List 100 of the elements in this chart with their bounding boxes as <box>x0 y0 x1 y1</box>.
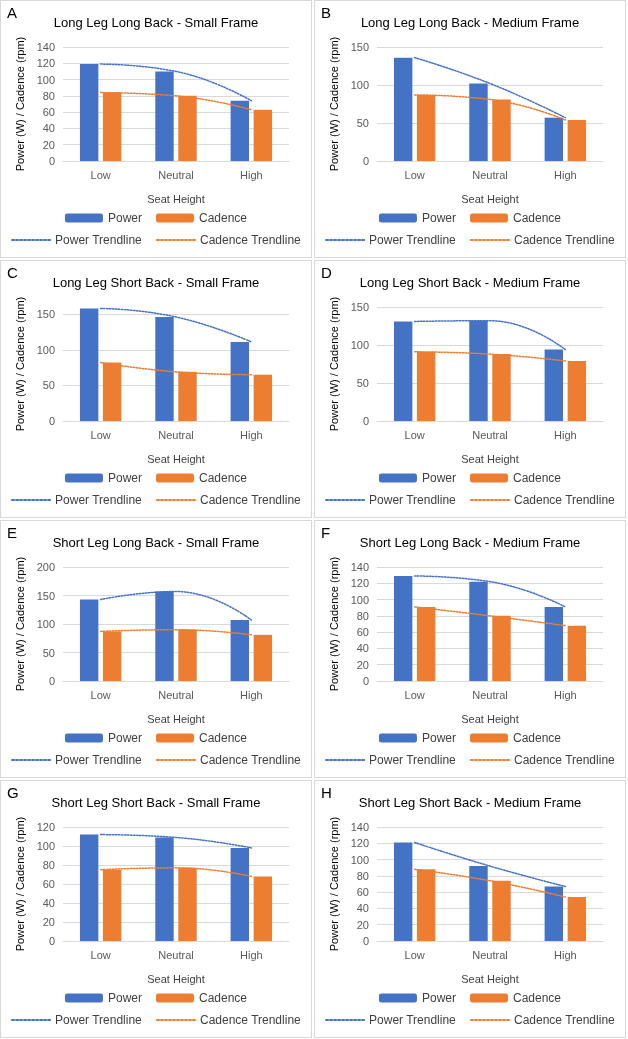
legend-label: Power <box>421 991 456 1005</box>
x-tick-label: Neutral <box>472 948 508 961</box>
x-axis-title: Seat Height <box>461 452 519 465</box>
x-tick-label: Neutral <box>158 688 194 701</box>
y-tick-label: 100 <box>36 73 55 86</box>
x-tick-label: High <box>554 948 577 961</box>
legend-label: Cadence <box>512 211 562 225</box>
bar <box>253 109 273 161</box>
x-tick-label: Neutral <box>158 948 194 961</box>
bar <box>393 321 413 421</box>
chart-title: Short Leg Short Back - Small Frame <box>51 795 261 810</box>
legend-label: Cadence <box>198 991 248 1005</box>
bar <box>393 57 413 161</box>
x-tick-label: Low <box>404 168 425 181</box>
legend-label: Cadence <box>512 991 562 1005</box>
legend-label: Power <box>107 211 142 225</box>
y-axis-title: Power (W) / Cadence (rpm) <box>13 296 26 432</box>
y-tick-label: 40 <box>42 897 55 909</box>
y-tick-label: 40 <box>42 122 55 135</box>
chart-title: Long Leg Long Back - Medium Frame <box>360 15 580 30</box>
y-tick-label: 0 <box>362 415 369 427</box>
legend-label: Cadence Trendline <box>513 493 616 507</box>
y-tick-label: 50 <box>42 646 55 659</box>
legend-label: Power <box>107 991 142 1005</box>
y-tick-label: 20 <box>356 658 369 671</box>
y-tick-label: 0 <box>48 415 55 427</box>
y-tick-label: 140 <box>350 561 369 573</box>
y-tick-label: 100 <box>350 853 369 866</box>
x-axis-title: Seat Height <box>147 712 205 725</box>
y-axis-title: Power (W) / Cadence (rpm) <box>327 556 340 692</box>
y-tick-label: 200 <box>36 561 55 573</box>
chart-title: Short Leg Long Back - Medium Frame <box>359 535 581 550</box>
y-axis-title: Power (W) / Cadence (rpm) <box>13 556 26 692</box>
chart-title: Short Leg Long Back - Small Frame <box>52 535 260 550</box>
y-tick-label: 120 <box>350 577 369 590</box>
y-tick-label: 100 <box>350 79 369 91</box>
x-axis-title: Seat Height <box>147 452 205 465</box>
x-tick-label: Low <box>90 168 111 181</box>
legend-label: Cadence Trendline <box>199 233 302 247</box>
x-axis-title: Seat Height <box>461 712 519 725</box>
y-axis-title: Power (W) / Cadence (rpm) <box>13 36 26 172</box>
x-tick-label: Neutral <box>158 168 194 181</box>
legend-label: Power <box>421 731 456 745</box>
x-tick-label: High <box>240 948 263 961</box>
y-tick-label: 60 <box>356 626 369 639</box>
bar <box>544 349 564 421</box>
x-tick-label: Low <box>90 948 111 961</box>
text: C <box>7 264 18 281</box>
x-axis-title: Seat Height <box>147 972 205 985</box>
legend-label: Power <box>421 471 456 485</box>
legend-label: Cadence <box>198 211 248 225</box>
y-axis-title: Power (W) / Cadence (rpm) <box>13 816 26 952</box>
x-tick-label: High <box>240 168 263 181</box>
y-tick-label: 60 <box>356 886 369 899</box>
y-axis-title: Power (W) / Cadence (rpm) <box>327 816 340 952</box>
bar <box>79 308 99 421</box>
text: H <box>321 784 332 801</box>
legend-label: Cadence Trendline <box>513 1013 616 1027</box>
x-tick-label: High <box>554 168 577 181</box>
x-tick-label: Low <box>90 688 111 701</box>
chart-title: Long Leg Short Back - Medium Frame <box>359 275 581 290</box>
x-tick-label: Low <box>404 428 425 441</box>
x-tick-label: Neutral <box>472 168 508 181</box>
bar <box>393 575 413 681</box>
legend-label: Power <box>107 471 142 485</box>
x-tick-label: Low <box>90 428 111 441</box>
y-tick-label: 100 <box>36 840 55 852</box>
chart-title: Long Leg Long Back - Small Frame <box>53 15 259 30</box>
legend-label: Power Trendline <box>55 1013 143 1027</box>
text: G <box>7 784 19 801</box>
legend-label: Cadence <box>512 471 562 485</box>
bar <box>79 599 99 681</box>
y-tick-label: 80 <box>42 89 55 102</box>
y-tick-label: 150 <box>36 308 55 321</box>
y-tick-label: 100 <box>36 618 55 630</box>
y-tick-label: 50 <box>356 117 369 129</box>
y-tick-label: 80 <box>356 609 369 622</box>
y-tick-label: 0 <box>48 155 55 167</box>
x-axis-title: Seat Height <box>147 192 205 205</box>
y-tick-label: 0 <box>362 935 369 947</box>
legend-label: Power Trendline <box>55 753 143 767</box>
legend-label: Power <box>421 211 456 225</box>
legend-label: Cadence Trendline <box>199 493 302 507</box>
x-tick-label: High <box>554 688 577 701</box>
legend-label: Power Trendline <box>55 493 143 507</box>
y-tick-label: 40 <box>356 642 369 655</box>
text: D <box>321 264 332 281</box>
legend-label: Cadence <box>198 471 248 485</box>
y-tick-label: 120 <box>36 821 55 833</box>
x-tick-label: High <box>240 428 263 441</box>
y-tick-label: 80 <box>356 869 369 882</box>
y-tick-label: 60 <box>42 878 55 890</box>
x-tick-label: Low <box>404 948 425 961</box>
y-tick-label: 150 <box>350 41 369 53</box>
x-axis-title: Seat Height <box>461 192 519 205</box>
y-tick-label: 140 <box>36 41 55 53</box>
bar <box>567 360 587 421</box>
y-tick-label: 20 <box>42 916 55 928</box>
text: F <box>321 524 331 541</box>
y-axis-title: Power (W) / Cadence (rpm) <box>327 296 340 432</box>
